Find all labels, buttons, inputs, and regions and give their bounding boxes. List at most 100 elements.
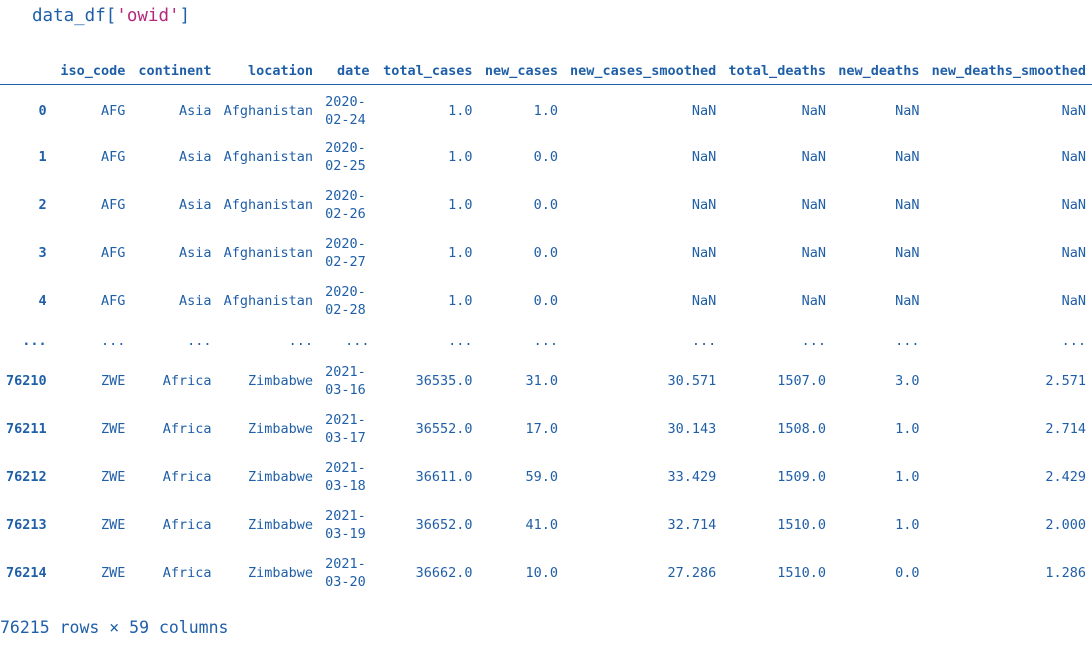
cell-location: Zimbabwe <box>248 516 314 533</box>
cell-continent: Asia <box>178 102 212 119</box>
dataframe-table: iso_code continent location date total_cases… <box>0 58 1092 597</box>
cell-location: Afghanistan <box>223 102 314 119</box>
cell-new-cases: 0.0 <box>533 292 558 309</box>
cell-new-cases: 59.0 <box>525 468 558 485</box>
cell-iso-code: ZWE <box>100 468 126 485</box>
cell-iso-code: ZWE <box>100 420 126 437</box>
cell-new-cases: 1.0 <box>533 102 558 119</box>
cell-new-cases: 41.0 <box>525 516 558 533</box>
cell-total-deaths: 1509.0 <box>777 468 826 485</box>
cell-iso-code: AFG <box>100 244 126 261</box>
cell-iso-code: ZWE <box>100 564 126 581</box>
cell-total-deaths: NaN <box>801 292 826 309</box>
cell-new-deaths: NaN <box>895 292 920 309</box>
cell-location: Afghanistan <box>223 244 314 261</box>
row-index: 76211 <box>6 420 47 437</box>
cell-location: Zimbabwe <box>248 564 314 581</box>
row-index: 4 <box>38 292 47 309</box>
cell-new-cases: 0.0 <box>533 196 558 213</box>
table-body: 0 AFG Asia Afghanistan 2020-02-24 1.0 1.0 NaN Na… <box>0 85 1092 597</box>
cell-continent: Africa <box>162 468 212 485</box>
cell-location: Afghanistan <box>223 196 314 213</box>
column-header-new-cases-smoothed: new_cases_smoothed <box>563 58 723 85</box>
code-prefix: data_df[ <box>32 6 117 26</box>
cell-total-deaths: NaN <box>801 244 826 261</box>
cell-continent: Africa <box>162 372 212 389</box>
cell-new-deaths: ... <box>895 332 920 349</box>
cell-total-cases: 1.0 <box>448 196 473 213</box>
cell-continent: Asia <box>178 292 212 309</box>
cell-date: 2020-02-24 <box>325 93 366 128</box>
table-row: 76210 ZWE Africa Zimbabwe 2021-03-16 36535.0 3… <box>0 357 1092 405</box>
cell-new-cases-smoothed: 27.286 <box>667 564 717 581</box>
table-row: 76213 ZWE Africa Zimbabwe 2021-03-19 36652.0 4… <box>0 501 1092 549</box>
cell-new-cases: 0.0 <box>533 244 558 261</box>
cell-total-deaths: NaN <box>801 102 826 119</box>
cell-new-cases: 17.0 <box>525 420 558 437</box>
row-index: 76212 <box>6 468 47 485</box>
cell-date: 2021-03-19 <box>325 507 366 542</box>
cell-new-deaths-smoothed: 2.429 <box>1045 468 1086 485</box>
cell-new-cases: ... <box>533 332 558 349</box>
cell-new-deaths: NaN <box>895 196 920 213</box>
cell-iso-code: ... <box>100 332 126 349</box>
cell-continent: Africa <box>162 420 212 437</box>
cell-new-cases-smoothed: NaN <box>691 244 717 261</box>
cell-new-deaths: 1.0 <box>895 516 920 533</box>
cell-location: ... <box>288 332 314 349</box>
cell-new-deaths: NaN <box>895 148 920 165</box>
table-row: 1 AFG Asia Afghanistan 2020-02-25 1.0 0.0 NaN Na… <box>0 133 1092 181</box>
cell-total-deaths: 1510.0 <box>777 564 826 581</box>
cell-new-deaths-smoothed: 1.286 <box>1045 564 1086 581</box>
cell-continent: Asia <box>178 244 212 261</box>
cell-new-cases: 31.0 <box>525 372 558 389</box>
column-header-new-deaths: new_deaths <box>831 58 926 85</box>
cell-location: Zimbabwe <box>248 372 314 389</box>
cell-continent: Africa <box>162 564 212 581</box>
column-header-new-deaths-smoothed: new_deaths_smoothed <box>925 58 1092 85</box>
cell-new-cases-smoothed: 30.571 <box>667 372 717 389</box>
cell-new-cases-smoothed: NaN <box>691 196 717 213</box>
cell-total-cases: 1.0 <box>448 102 473 119</box>
column-header-continent: continent <box>131 58 218 85</box>
cell-new-cases-smoothed: NaN <box>691 102 717 119</box>
table-row: 0 AFG Asia Afghanistan 2020-02-24 1.0 1.0 NaN Na… <box>0 85 1092 133</box>
cell-date: 2020-02-25 <box>325 139 366 174</box>
cell-new-cases: 0.0 <box>533 148 558 165</box>
cell-new-deaths-smoothed: NaN <box>1061 292 1086 309</box>
table-header-row: iso_code continent location date total_cases… <box>0 58 1092 85</box>
cell-new-cases: 10.0 <box>525 564 558 581</box>
cell-new-deaths: NaN <box>895 102 920 119</box>
cell-new-cases-smoothed: NaN <box>691 292 717 309</box>
dataframe-shape-summary: 76215 rows × 59 columns <box>0 618 229 637</box>
cell-date: 2021-03-17 <box>325 411 366 446</box>
cell-date: 2020-02-28 <box>325 283 366 318</box>
cell-new-deaths-smoothed: NaN <box>1061 244 1086 261</box>
cell-iso-code: AFG <box>100 102 126 119</box>
code-string-literal: 'owid' <box>116 6 180 26</box>
cell-new-cases-smoothed: 30.143 <box>667 420 717 437</box>
cell-new-deaths-smoothed: NaN <box>1061 148 1086 165</box>
cell-iso-code: ZWE <box>100 372 126 389</box>
column-header-new-cases: new_cases <box>478 58 564 85</box>
cell-new-deaths-smoothed: 2.000 <box>1045 516 1086 533</box>
column-header-index <box>0 58 53 85</box>
cell-new-deaths-smoothed: 2.571 <box>1045 372 1086 389</box>
cell-new-cases-smoothed: 32.714 <box>667 516 717 533</box>
table-ellipsis-row: ................................. <box>0 325 1092 357</box>
cell-new-deaths: NaN <box>895 244 920 261</box>
cell-continent: Asia <box>178 148 212 165</box>
row-index: 2 <box>38 196 47 213</box>
table-row: 2 AFG Asia Afghanistan 2020-02-26 1.0 0.0 NaN Na… <box>0 181 1092 229</box>
cell-location: Afghanistan <box>223 148 314 165</box>
cell-total-deaths: 1510.0 <box>777 516 826 533</box>
cell-continent: Africa <box>162 516 212 533</box>
row-index: ... <box>22 332 47 349</box>
table-row: 76211 ZWE Africa Zimbabwe 2021-03-17 36552.0 1… <box>0 405 1092 453</box>
cell-total-cases: 36535.0 <box>415 372 473 389</box>
code-cell-input[interactable]: data_df['owid'] <box>32 4 190 28</box>
cell-date: 2021-03-20 <box>325 555 366 590</box>
row-index: 3 <box>38 244 47 261</box>
row-index: 76210 <box>6 372 47 389</box>
cell-iso-code: AFG <box>100 292 126 309</box>
